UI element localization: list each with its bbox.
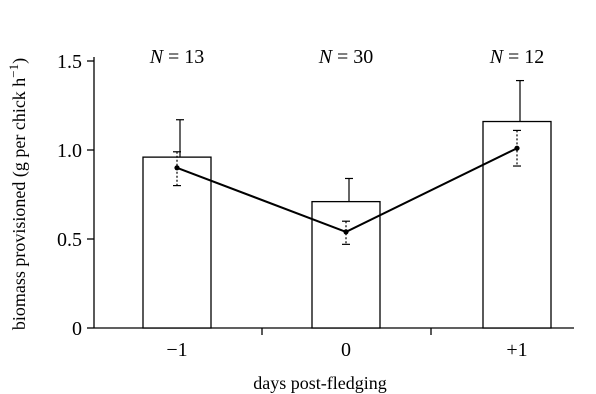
y-axis-label: biomass provisioned (g per chick h−1) [6, 58, 30, 330]
y-tick-label: 1.0 [57, 140, 82, 162]
axes: 0 0.5 1.0 1.5 −1 0 +1 days post-fledging biomass… [6, 51, 574, 393]
y-tick-label: 0.5 [57, 229, 82, 251]
mean-point [514, 145, 520, 151]
mean-point [174, 165, 180, 171]
n-label-var: N [489, 46, 505, 68]
y-axis-label-superscript: −1 [6, 64, 21, 78]
x-tick-label: 0 [341, 339, 351, 361]
mean-line [174, 145, 520, 235]
n-label-value: = 12 [503, 46, 544, 68]
x-axis-label: days post-fledging [253, 373, 386, 393]
n-label: N = 12 [489, 46, 545, 68]
x-tick-label: +1 [506, 339, 527, 361]
n-label-value: = 30 [332, 46, 373, 68]
labels: N = 13 N = 30 N = 12 [149, 46, 545, 68]
y-tick-label: 1.5 [57, 51, 82, 73]
n-label-value: = 13 [163, 46, 204, 68]
error-bars [173, 79, 524, 245]
mean-point [343, 229, 349, 235]
bar [482, 120, 552, 329]
n-label-var: N [149, 46, 165, 68]
y-axis-label-close: ) [9, 58, 30, 64]
bars [142, 120, 552, 329]
y-tick-label: 0 [72, 318, 82, 340]
n-label: N = 30 [318, 46, 374, 68]
n-label-var: N [318, 46, 334, 68]
x-tick-label: −1 [166, 339, 187, 361]
n-label: N = 13 [149, 46, 205, 68]
bar [142, 156, 212, 329]
y-axis-label-main: biomass provisioned (g per chick h [9, 78, 30, 330]
